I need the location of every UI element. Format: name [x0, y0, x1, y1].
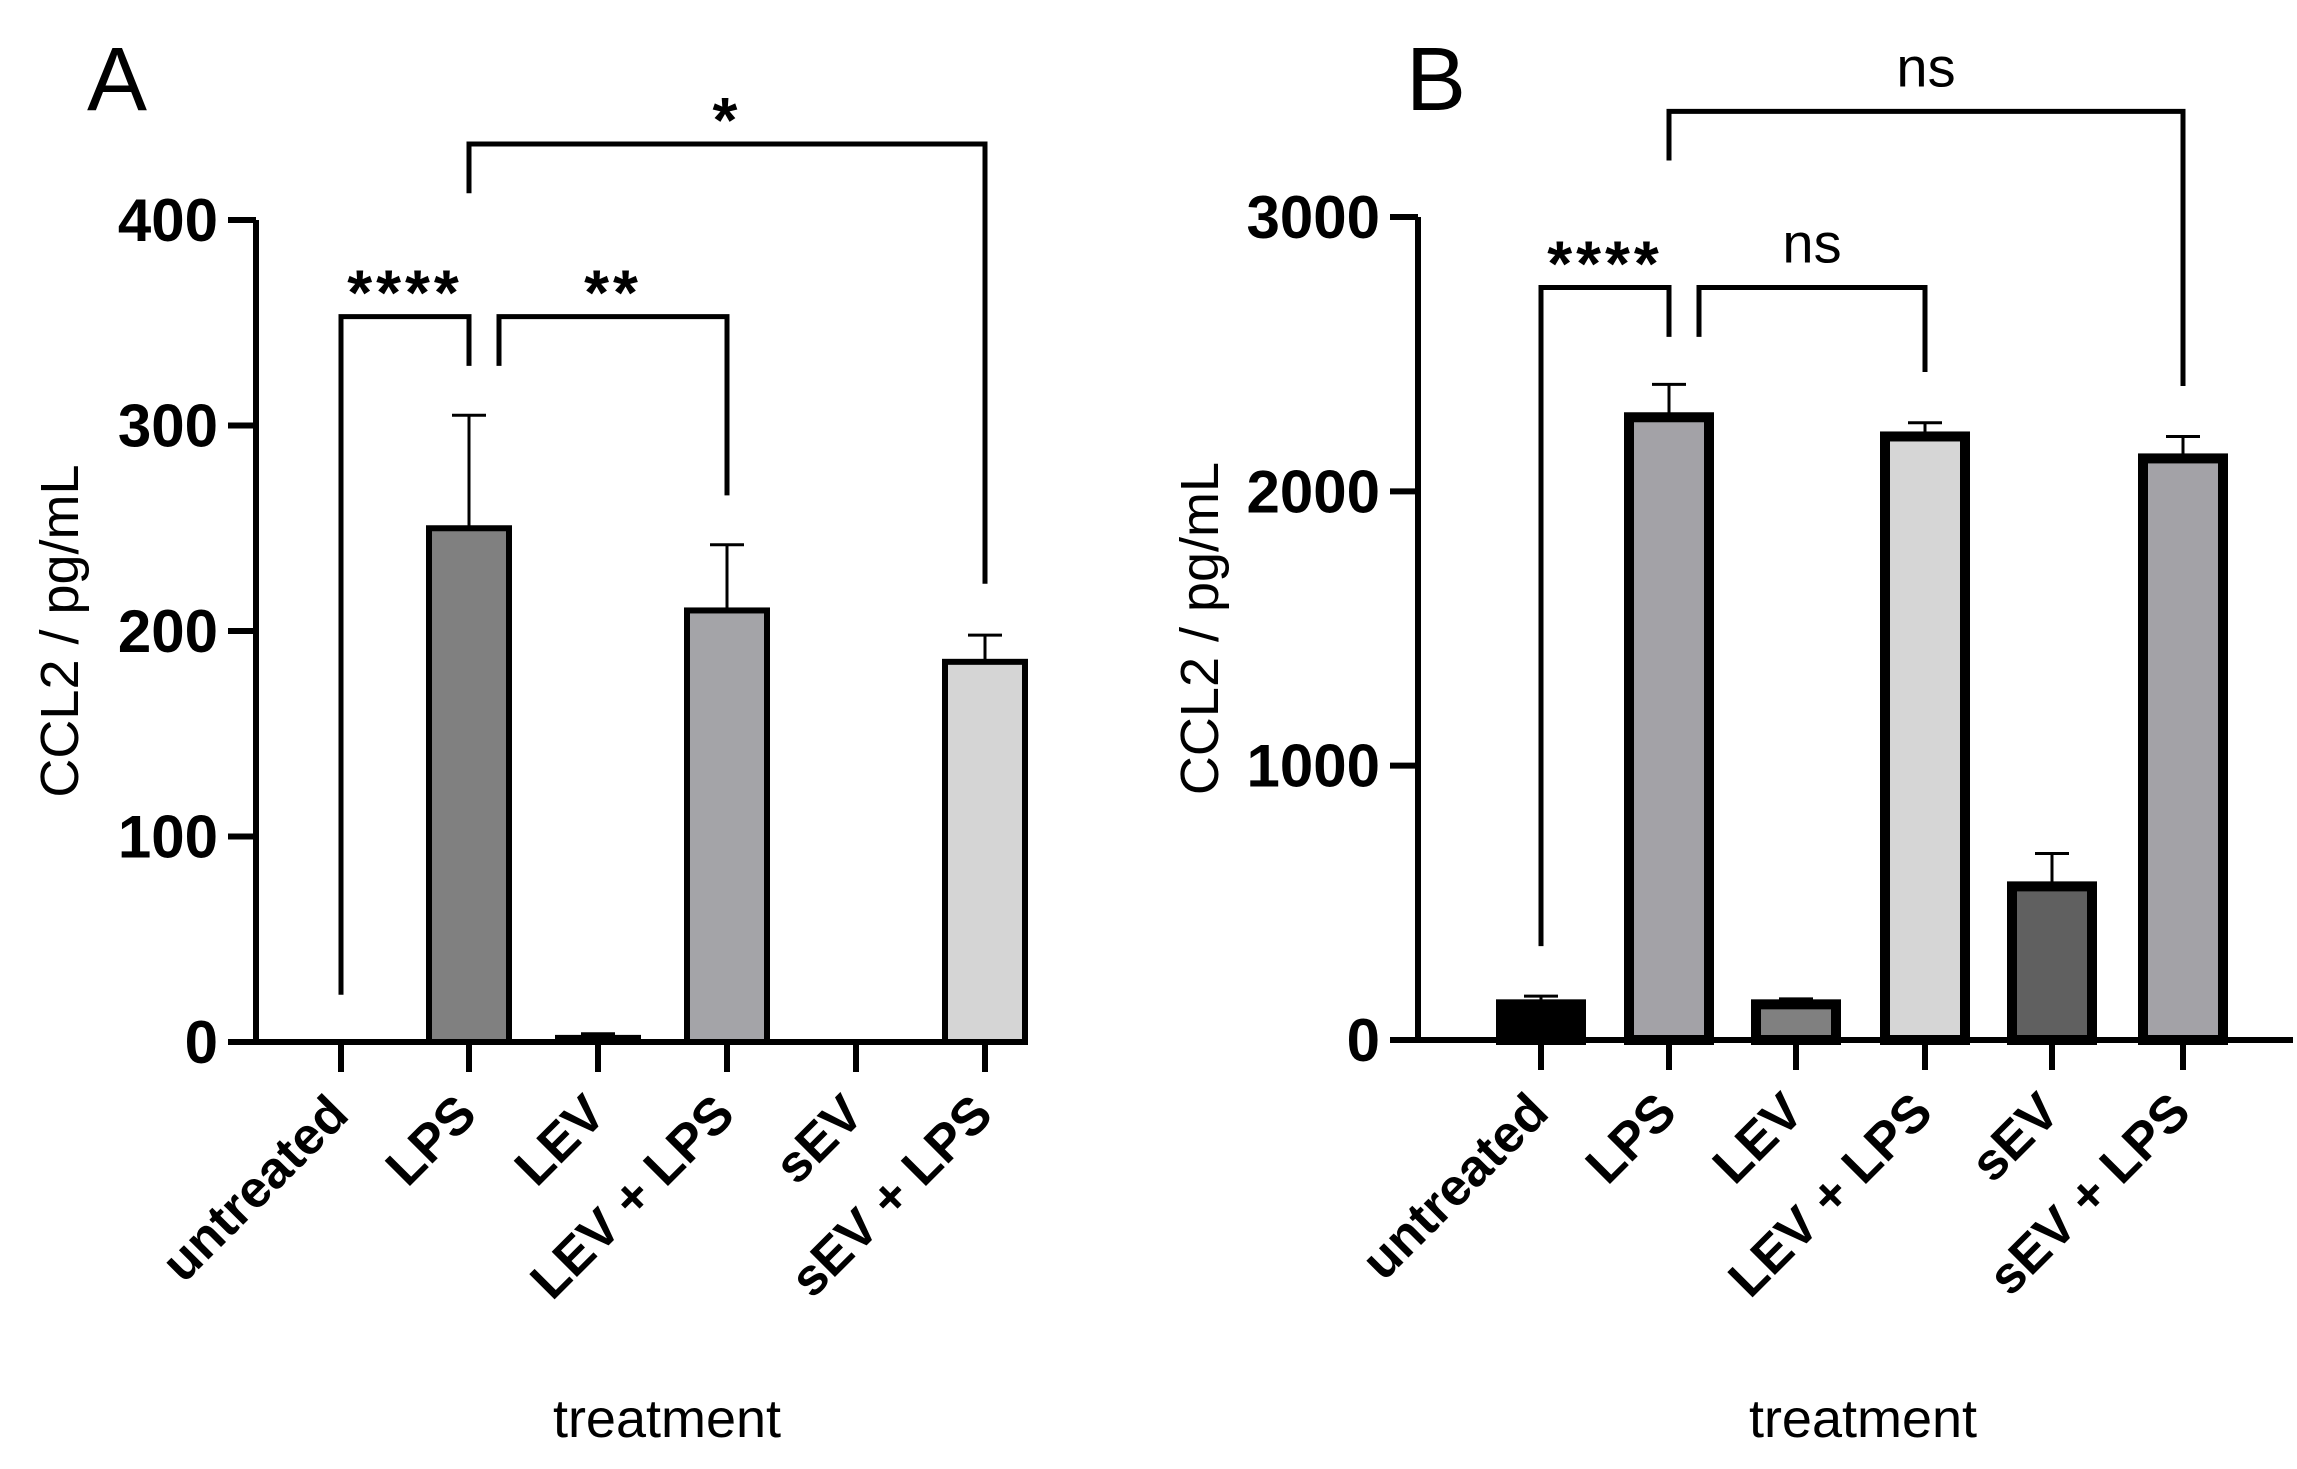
significance-bracket: [1696, 285, 1928, 372]
x-tick-label: LEV: [1702, 1082, 1815, 1195]
x-axis-label: treatment: [1749, 1389, 1977, 1449]
bar: [1496, 999, 1586, 1046]
bar: [2007, 881, 2097, 1046]
x-tick-label: untreated: [151, 1084, 360, 1293]
x-tick-label: LPS: [1575, 1082, 1688, 1195]
y-tick-label: 1000: [1247, 733, 1380, 800]
y-tick-label: 3000: [1247, 184, 1380, 251]
y-tick-label: 300: [118, 393, 218, 460]
y-tick-label: 100: [118, 804, 218, 871]
bar: [942, 658, 1028, 1045]
x-axis-label: treatment: [553, 1389, 781, 1449]
significance-label: **: [584, 257, 642, 329]
bar: [684, 607, 770, 1045]
bar: [426, 525, 512, 1045]
y-axis-label: CCL2 / pg/mL: [1170, 462, 1230, 795]
significance-label: ****: [347, 257, 463, 329]
bar: [1751, 999, 1841, 1046]
y-tick-label: 0: [185, 1009, 218, 1076]
significance-bracket: [1538, 285, 1672, 947]
bar: [2138, 453, 2228, 1045]
y-tick-label: 2000: [1247, 458, 1380, 525]
panel-label: B: [1406, 30, 1466, 130]
significance-label: ns: [1782, 212, 1841, 275]
significance-bracket: [466, 141, 988, 584]
significance-bracket: [1666, 108, 2186, 386]
significance-label: ns: [1896, 35, 1955, 98]
panel-label: A: [87, 30, 147, 130]
significance-bracket: [496, 314, 730, 496]
x-tick-label: sEV: [1960, 1082, 2071, 1193]
x-tick-label: untreated: [1351, 1082, 1560, 1291]
significance-label: *: [713, 84, 742, 156]
bar: [1880, 431, 1970, 1045]
y-tick-label: 0: [1347, 1007, 1380, 1074]
y-tick-label: 200: [118, 598, 218, 665]
significance-bracket: [338, 314, 472, 995]
x-tick-label: sEV: [764, 1084, 875, 1195]
significance-label: ****: [1547, 228, 1663, 300]
x-tick-label: LPS: [375, 1084, 488, 1197]
bar: [1624, 412, 1714, 1046]
y-axis-label: CCL2 / pg/mL: [30, 464, 90, 797]
y-tick-label: 400: [118, 187, 218, 254]
x-tick-label: LEV: [504, 1084, 617, 1197]
